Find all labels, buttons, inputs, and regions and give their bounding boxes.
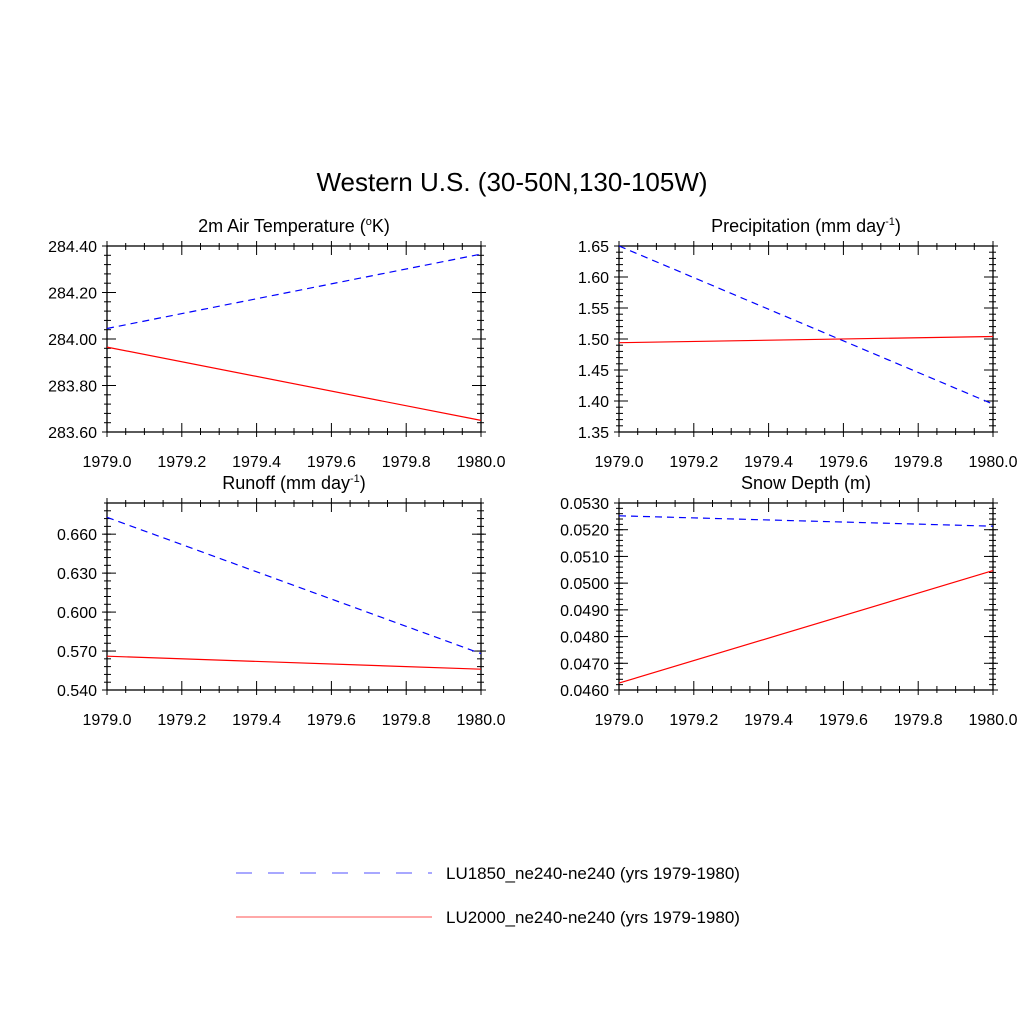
y-tick-label: 284.00 <box>48 332 97 349</box>
panel-title-superscript: -1 <box>885 216 895 228</box>
x-tick-label: 1979.2 <box>669 712 718 729</box>
panel-title-superscript: -1 <box>350 473 360 485</box>
y-tick-label: 1.55 <box>578 301 609 318</box>
y-tick-label: 0.0510 <box>560 549 609 566</box>
series-lu2000-line <box>106 655 482 670</box>
tick-marks <box>102 241 486 437</box>
panel-3: Runoff (mm day-1) 1979.0 1979.2 1979.4 1979.… <box>57 473 506 729</box>
x-tick-label: 1979.2 <box>669 454 718 471</box>
y-tick-label: 0.0470 <box>560 656 609 673</box>
x-tick-label: 1979.6 <box>307 454 356 471</box>
y-tick-label: 1.50 <box>578 332 609 349</box>
y-tick-label: 284.40 <box>48 239 97 256</box>
panel-2: Precipitation (mm day-1) 1979.0 1979.2 1979… <box>578 216 1018 471</box>
y-tick-label: 1.40 <box>578 394 609 411</box>
x-tick-label: 1979.0 <box>595 712 644 729</box>
tick-marks <box>614 498 998 695</box>
panel-4: Snow Depth (m) 1979.0 1979.2 1979.4 1979.6 19… <box>560 473 1018 729</box>
x-tick-label: 1979.8 <box>382 712 431 729</box>
panel-title-main: Runoff (mm day <box>222 473 350 493</box>
figure-title: Western U.S. (30-50N,130-105W) <box>316 167 707 197</box>
y-tick-label: 0.600 <box>57 605 97 622</box>
x-tick-label: 1979.4 <box>744 454 793 471</box>
plot-frame <box>618 502 994 691</box>
y-tick-label: 0.540 <box>57 683 97 700</box>
y-tick-label: 1.45 <box>578 363 609 380</box>
panel-title: 2m Air Temperature (oK) <box>198 216 390 236</box>
panels: 2m Air Temperature (oK) 1979.0 1979.2 1979.… <box>48 216 1018 729</box>
panel-title: Precipitation (mm day-1) <box>711 216 901 236</box>
panel-1: 2m Air Temperature (oK) 1979.0 1979.2 1979.… <box>48 216 506 471</box>
y-tick-label: 0.0520 <box>560 523 609 540</box>
y-tick-label: 0.0480 <box>560 630 609 647</box>
panel-title-main: 2m Air Temperature ( <box>198 216 366 236</box>
panel-title-tail: ) <box>360 473 366 493</box>
y-tick-label: 284.20 <box>48 286 97 303</box>
y-tick-label: 0.0500 <box>560 576 609 593</box>
series-lu2000-line <box>106 346 482 421</box>
x-tick-label: 1979.4 <box>744 712 793 729</box>
legend: LU1850_ne240-ne240 (yrs 1979-1980) LU2000… <box>236 864 740 927</box>
x-tick-label: 1980.0 <box>969 712 1018 729</box>
panel-title-superscript: o <box>366 216 372 228</box>
y-tick-label: 0.0490 <box>560 603 609 620</box>
y-tick-label: 1.60 <box>578 270 609 287</box>
x-tick-label: 1979.4 <box>232 454 281 471</box>
panel-title: Runoff (mm day-1) <box>222 473 366 493</box>
tick-marks <box>102 498 486 695</box>
x-tick-label: 1979.0 <box>595 454 644 471</box>
x-tick-label: 1980.0 <box>457 454 506 471</box>
series-lu1850-line <box>106 253 482 330</box>
x-tick-label: 1979.8 <box>894 712 943 729</box>
x-tick-label: 1980.0 <box>969 454 1018 471</box>
panel-title-main: Snow Depth (m) <box>741 473 871 493</box>
panel-title-tail: K) <box>372 216 390 236</box>
legend-label-1: LU1850_ne240-ne240 (yrs 1979-1980) <box>446 864 740 883</box>
y-tick-label: 1.35 <box>578 425 609 442</box>
y-tick-label: 0.570 <box>57 644 97 661</box>
x-tick-label: 1979.6 <box>307 712 356 729</box>
series-lu1850-line <box>106 516 482 655</box>
x-tick-label: 1980.0 <box>457 712 506 729</box>
x-tick-label: 1979.0 <box>83 454 132 471</box>
tick-marks <box>614 241 998 437</box>
x-tick-label: 1979.0 <box>83 712 132 729</box>
x-tick-label: 1979.8 <box>894 454 943 471</box>
series-lu1850-line <box>618 245 994 405</box>
panel-title-tail: ) <box>895 216 901 236</box>
series-lu2000-line <box>618 570 994 684</box>
plot-frame <box>106 245 482 433</box>
plot-frame <box>106 502 482 691</box>
legend-label-2: LU2000_ne240-ne240 (yrs 1979-1980) <box>446 908 740 927</box>
y-tick-label: 283.60 <box>48 425 97 442</box>
y-tick-label: 1.65 <box>578 239 609 256</box>
panel-title-main: Precipitation (mm day <box>711 216 885 236</box>
series-lu2000-line <box>618 335 994 344</box>
y-tick-label: 0.660 <box>57 527 97 544</box>
series-lu1850-line <box>618 515 994 527</box>
y-tick-label: 0.0460 <box>560 683 609 700</box>
x-tick-label: 1979.6 <box>819 712 868 729</box>
panel-title: Snow Depth (m) <box>741 473 871 493</box>
y-tick-label: 283.80 <box>48 379 97 396</box>
x-tick-label: 1979.8 <box>382 454 431 471</box>
x-tick-label: 1979.2 <box>157 712 206 729</box>
y-tick-label: 0.630 <box>57 566 97 583</box>
y-tick-label: 0.0530 <box>560 496 609 513</box>
x-tick-label: 1979.4 <box>232 712 281 729</box>
x-tick-label: 1979.6 <box>819 454 868 471</box>
x-tick-label: 1979.2 <box>157 454 206 471</box>
